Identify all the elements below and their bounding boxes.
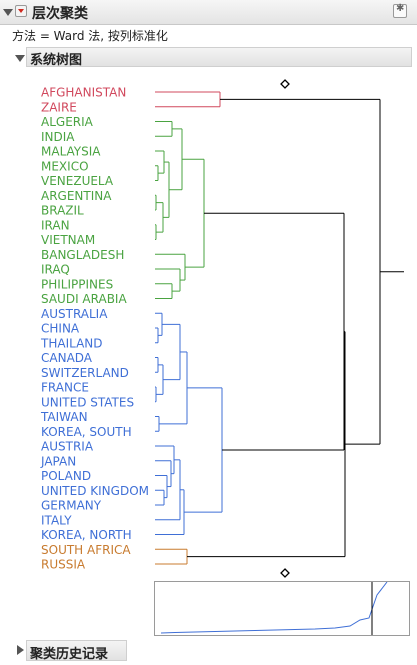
country-label: ITALY bbox=[41, 513, 72, 527]
report-options-icon[interactable] bbox=[393, 3, 407, 18]
cluster-history-header[interactable]: 聚类历史记录 bbox=[26, 640, 127, 662]
country-label: MALAYSIA bbox=[41, 145, 101, 159]
country-label: THAILAND bbox=[40, 336, 103, 350]
history-expand-icon[interactable] bbox=[17, 645, 24, 655]
cluster-history-title: 聚类历史记录 bbox=[30, 647, 109, 662]
distance-plot-svg bbox=[160, 581, 388, 635]
dendrogram-collapse-icon[interactable] bbox=[15, 55, 25, 62]
country-label: JAPAN bbox=[40, 454, 76, 468]
country-label: IRAN bbox=[41, 218, 70, 232]
country-label: INDIA bbox=[41, 130, 75, 144]
country-label: POLAND bbox=[41, 469, 91, 483]
country-label: BRAZIL bbox=[41, 204, 84, 218]
country-label: SOUTH AFRICA bbox=[41, 543, 131, 557]
country-label: AUSTRALIA bbox=[41, 307, 108, 321]
country-label: UNITED KINGDOM bbox=[41, 484, 149, 498]
report-title-bar: 层次聚类 bbox=[0, 0, 417, 25]
distance-curve bbox=[160, 581, 388, 634]
country-label: CANADA bbox=[41, 351, 93, 365]
country-label: ZAIRE bbox=[41, 100, 77, 114]
country-label: MEXICO bbox=[41, 159, 89, 173]
country-label: SAUDI ARABIA bbox=[41, 292, 127, 306]
country-label: SWITZERLAND bbox=[41, 366, 129, 380]
country-label: BANGLADESH bbox=[41, 248, 124, 262]
dendrogram-chart: AFGHANISTANZAIREALGERIAINDIAMALAYSIAMEXI… bbox=[40, 79, 404, 578]
country-label: GERMANY bbox=[41, 499, 102, 513]
country-label: RUSSIA bbox=[41, 558, 86, 572]
country-label: UNITED STATES bbox=[41, 395, 134, 409]
method-label: 方法 = Ward 法, 按列标准化 bbox=[12, 29, 168, 43]
diamond-marker-icon bbox=[280, 79, 290, 89]
country-label: VIETNAM bbox=[41, 233, 95, 247]
dendrogram-panel: AFGHANISTAN ZAIRE ALGERIA INDIA MALAYSIA MEXI… bbox=[32, 78, 412, 580]
report-title: 层次聚类 bbox=[32, 6, 88, 22]
dendrogram-section-header[interactable]: 系统树图 bbox=[26, 47, 412, 68]
country-label: CHINA bbox=[41, 322, 80, 336]
country-label: TAIWAN bbox=[40, 410, 88, 424]
country-label: KOREA, SOUTH bbox=[41, 425, 132, 439]
country-label: ARGENTINA bbox=[41, 189, 112, 203]
country-label: AUSTRIA bbox=[41, 440, 94, 454]
country-label: FRANCE bbox=[41, 381, 89, 395]
red-triangle-menu-icon[interactable] bbox=[15, 5, 27, 17]
country-label: AFGHANISTAN bbox=[41, 86, 126, 100]
country-label: PHILIPPINES bbox=[41, 277, 113, 291]
collapse-triangle-icon[interactable] bbox=[3, 9, 13, 16]
country-label: ALGERIA bbox=[41, 115, 94, 129]
dendrogram-section-title: 系统树图 bbox=[30, 53, 83, 68]
diamond-marker-icon bbox=[280, 568, 290, 578]
country-label: VENEZUELA bbox=[41, 174, 114, 188]
distance-plot bbox=[154, 581, 410, 636]
country-label: IRAQ bbox=[41, 263, 70, 277]
country-label: KOREA, NORTH bbox=[41, 528, 132, 542]
